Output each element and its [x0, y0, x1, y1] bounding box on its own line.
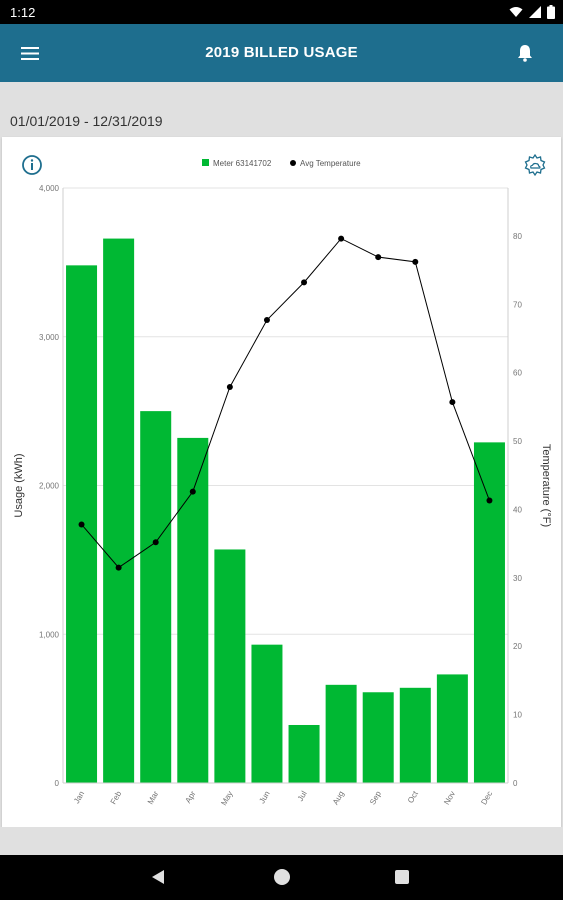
- y-tick-label: 0: [55, 779, 60, 788]
- bar-jun: [251, 644, 283, 783]
- bar-sep: [362, 692, 394, 783]
- date-range: 01/01/2019 - 12/31/2019: [10, 113, 163, 129]
- menu-button[interactable]: [16, 39, 44, 67]
- temperature-point-jan: [78, 521, 85, 528]
- date-range-bar: 01/01/2019 - 12/31/2019: [0, 82, 563, 136]
- bottom-spacer: [0, 827, 563, 855]
- chart-card: 0 1,000 2,000 3,000 4,000 0 10 20 30 40 50 60 70 80 Ja…: [2, 137, 561, 827]
- system-nav-bar: [0, 855, 563, 900]
- x-tick-label: Nov: [442, 790, 457, 807]
- temperature-point-jul: [301, 279, 308, 286]
- battery-icon: [547, 5, 555, 19]
- y2-tick-label: 60: [513, 369, 522, 378]
- wifi-icon: [509, 7, 523, 17]
- weather-toggle-button[interactable]: [523, 153, 547, 177]
- x-tick-label: Aug: [331, 790, 346, 807]
- bar-mar: [140, 411, 172, 783]
- notifications-button[interactable]: [511, 39, 539, 67]
- temperature-point-nov: [449, 399, 456, 406]
- temperature-point-oct: [412, 258, 419, 265]
- y-tick-label: 1,000: [39, 630, 60, 639]
- y2-tick-label: 70: [513, 300, 522, 309]
- page-title: 2019 BILLED USAGE: [205, 44, 358, 61]
- temperature-point-feb: [115, 564, 122, 571]
- x-tick-label: Oct: [406, 789, 420, 805]
- temperature-point-dec: [486, 497, 493, 504]
- y2-axis-title: Temperature (°F): [540, 444, 552, 527]
- y2-tick-label: 40: [513, 505, 522, 514]
- info-icon: [22, 155, 42, 175]
- temperature-point-sep: [375, 254, 382, 261]
- temperature-point-mar: [152, 539, 159, 546]
- y-tick-label: 2,000: [39, 482, 60, 491]
- status-time: 1:12: [10, 5, 36, 20]
- signal-icon: [529, 6, 541, 18]
- bar-dec: [473, 442, 505, 783]
- x-tick-label: Feb: [109, 789, 124, 806]
- temperature-point-may: [226, 384, 233, 391]
- x-tick-label: Sep: [368, 789, 383, 806]
- legend-swatch-meter: [202, 159, 209, 166]
- bar-may: [214, 549, 246, 783]
- info-button[interactable]: [21, 154, 43, 176]
- bar-apr: [177, 437, 209, 783]
- usage-chart: 0 1,000 2,000 3,000 4,000 0 10 20 30 40 50 60 70 80 Ja…: [13, 159, 552, 808]
- x-tick-label: Dec: [479, 790, 494, 807]
- bar-nov: [436, 674, 468, 783]
- x-tick-label: May: [219, 790, 234, 808]
- x-tick-label: Jun: [257, 790, 271, 806]
- y2-tick-label: 10: [513, 711, 522, 720]
- bar-oct: [399, 687, 431, 783]
- back-icon[interactable]: [152, 870, 164, 884]
- bar-jul: [288, 724, 320, 783]
- x-tick-label: Jul: [296, 789, 309, 803]
- y2-tick-label: 0: [513, 779, 518, 788]
- x-tick-label: Apr: [184, 789, 198, 805]
- status-icons: [509, 5, 555, 19]
- weather-icon: [524, 153, 546, 177]
- hamburger-menu-icon: [21, 46, 39, 60]
- status-bar: 1:12: [0, 0, 563, 24]
- temperature-point-jun: [263, 316, 270, 323]
- temperature-point-aug: [338, 235, 345, 242]
- y2-tick-label: 50: [513, 437, 522, 446]
- legend-label-meter: Meter 63141702: [213, 159, 272, 168]
- temperature-line: [81, 237, 490, 569]
- legend-label-temperature: Avg Temperature: [300, 159, 361, 168]
- bar-aug: [325, 684, 357, 783]
- y-axis-title: Usage (kWh): [13, 453, 25, 517]
- bar-feb: [103, 238, 135, 783]
- x-tick-label: Mar: [146, 789, 161, 806]
- y2-tick-label: 20: [513, 642, 522, 651]
- y-tick-label: 4,000: [39, 184, 60, 193]
- y2-tick-label: 30: [513, 574, 522, 583]
- x-tick-label: Jan: [72, 790, 86, 806]
- y2-tick-label: 80: [513, 232, 522, 241]
- home-button[interactable]: [274, 869, 290, 885]
- bell-icon: [518, 45, 532, 62]
- legend-swatch-temperature: [290, 160, 296, 166]
- y-tick-label: 3,000: [39, 333, 60, 342]
- temperature-point-apr: [189, 488, 196, 495]
- app-bar: 2019 BILLED USAGE: [0, 24, 563, 82]
- recent-apps-button[interactable]: [395, 870, 409, 884]
